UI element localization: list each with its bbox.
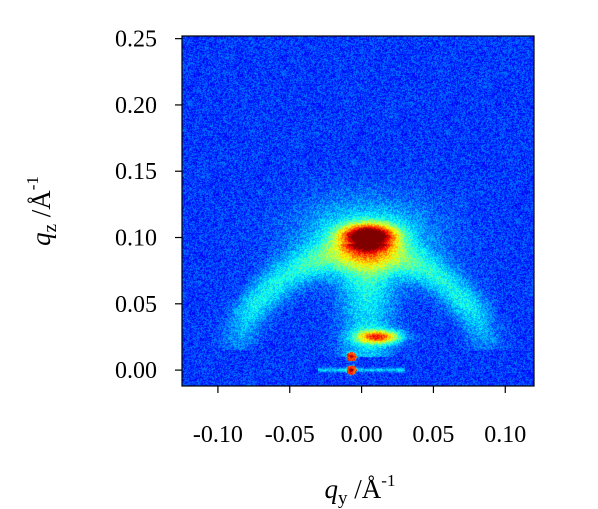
y-axis-label-sub: z — [40, 224, 61, 232]
x-axis-label-sup: -1 — [381, 471, 395, 490]
y-tick-label: 0.15 — [115, 159, 157, 185]
x-axis-label-sub: y — [338, 488, 348, 509]
x-tick-label: 0.10 — [484, 422, 526, 448]
y-tick-label: 0.00 — [115, 358, 157, 384]
y-axis-ticks: 0.00 0.05 0.10 0.15 0.20 0.25 — [115, 27, 182, 384]
plot-area — [181, 35, 535, 387]
y-axis-label-main: q — [26, 232, 56, 246]
y-tick-label: 0.10 — [115, 226, 157, 252]
y-axis-label-unit: /Å — [26, 190, 56, 224]
x-axis-label: qy /Å-1 — [325, 471, 396, 509]
y-axis-label: qz /Å-1 — [23, 176, 61, 246]
plot-frame — [181, 35, 535, 387]
x-tick-label: -0.05 — [265, 422, 315, 448]
y-tick-label: 0.20 — [115, 93, 157, 119]
x-axis-label-unit: /Å — [348, 474, 382, 504]
x-tick-label: 0.05 — [412, 422, 454, 448]
y-tick-label: 0.25 — [115, 27, 157, 53]
x-axis-ticks: -0.10 -0.05 0.00 0.05 0.10 — [193, 386, 526, 448]
y-tick-label: 0.05 — [115, 292, 157, 318]
x-tick-label: -0.10 — [193, 422, 243, 448]
x-tick-label: 0.00 — [341, 422, 383, 448]
y-axis-label-sup: -1 — [23, 176, 42, 190]
x-axis-label-main: q — [325, 474, 339, 504]
heatmap-image — [182, 36, 534, 386]
